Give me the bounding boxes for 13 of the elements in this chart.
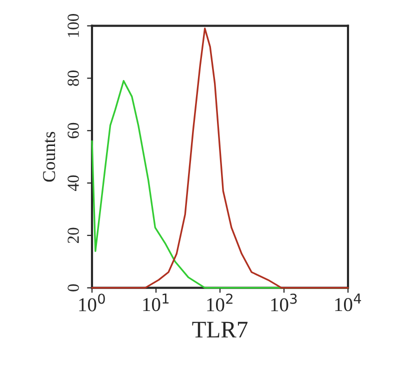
x-tick-label: 10$^{1}$	[143, 294, 169, 312]
y-tick-label: 40	[68, 175, 79, 192]
y-tick-label: 60	[68, 122, 79, 138]
y-axis-title: Counts	[43, 132, 56, 182]
x-tick-label: 10$^{4}$	[335, 294, 362, 312]
x-tick-label: 10$^{0}$	[79, 294, 105, 312]
y-tick-label: 80	[68, 70, 79, 86]
x-axis-title: TLR7	[192, 322, 248, 338]
x-tick-label: 10$^{2}$	[207, 294, 232, 312]
y-tick-label: 100	[68, 14, 79, 37]
x-tick-label: 10$^{3}$	[271, 294, 297, 312]
y-tick-label: 0	[68, 284, 79, 292]
y-tick-label: 20	[68, 228, 79, 244]
